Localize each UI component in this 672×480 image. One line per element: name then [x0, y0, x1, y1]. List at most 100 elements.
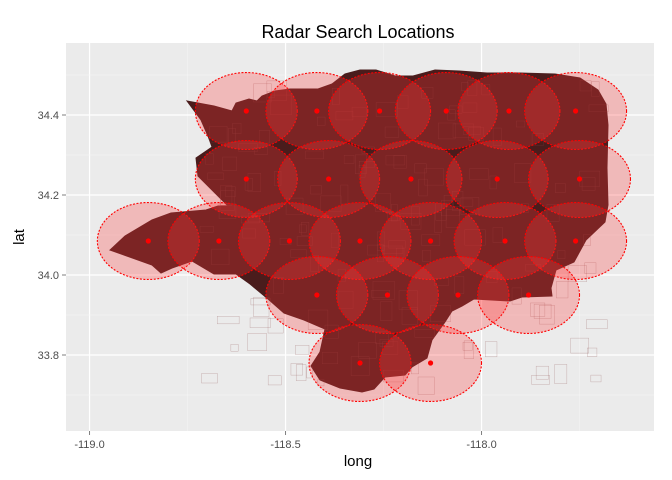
region-tract [421, 87, 434, 99]
region-tract [359, 161, 375, 168]
y-tick-label: 34.2 [38, 190, 59, 202]
region-tract [530, 302, 546, 317]
region-tract [586, 319, 608, 330]
search-point [455, 292, 461, 298]
region-tract [301, 222, 310, 236]
region-tract [391, 204, 398, 222]
region-tract [254, 146, 268, 155]
region-tract [350, 356, 370, 376]
region-tract [317, 379, 325, 387]
region-tract [324, 324, 339, 339]
region-tract [305, 150, 324, 160]
region-tract [452, 123, 474, 138]
region-tract [296, 236, 313, 246]
region-tract [557, 250, 566, 260]
search-point [573, 108, 579, 114]
region-tract [335, 111, 354, 121]
region-tract [267, 375, 282, 386]
search-point [443, 108, 449, 114]
region-tract [340, 184, 349, 205]
region-tract [267, 91, 275, 98]
y-axis-label: lat [11, 228, 28, 245]
x-tick-label: -118.0 [466, 439, 496, 451]
region-tract [230, 344, 239, 352]
search-point [357, 360, 363, 366]
search-point [216, 238, 222, 244]
region-tract [554, 364, 568, 384]
region-tract [434, 212, 442, 233]
region-tract [242, 228, 256, 239]
search-point [314, 292, 320, 298]
search-point [243, 176, 249, 182]
search-point [576, 176, 583, 182]
region-tract [445, 209, 460, 228]
region-tract [310, 185, 322, 195]
search-point [408, 176, 414, 182]
region-tract [358, 342, 377, 359]
region-tract [222, 156, 237, 171]
y-tick-label: 34.4 [38, 110, 59, 122]
region-tract [587, 347, 598, 357]
region-tract [520, 203, 529, 213]
region-tract [422, 249, 431, 262]
region-tract [590, 374, 602, 383]
region-tract [393, 154, 407, 169]
region-tract [400, 213, 422, 230]
search-point [326, 176, 332, 182]
region-tract [453, 198, 474, 207]
search-point [573, 238, 579, 244]
x-tick-label: -118.5 [270, 439, 300, 451]
search-point [384, 292, 391, 298]
region-tract [556, 281, 569, 299]
region-tract [351, 106, 367, 117]
region-tract [463, 340, 475, 359]
region-tract [583, 234, 591, 246]
region-tract [337, 290, 354, 309]
region-tract [397, 95, 409, 109]
region-tract [290, 363, 303, 376]
y-axis-ticks: 33.8 34.0 34.2 34.4 [38, 110, 66, 362]
region-tract [249, 317, 271, 328]
region-tract [253, 296, 270, 317]
region-tract [525, 264, 541, 272]
chart-title: Radar Search Locations [261, 22, 454, 42]
region-tract [266, 80, 287, 102]
region-tract [434, 278, 449, 286]
region-tract [343, 154, 355, 164]
region-tract [382, 245, 404, 254]
region-tract [485, 341, 498, 358]
region-tract [398, 290, 418, 310]
region-tract [579, 80, 592, 92]
region-tract [581, 177, 596, 191]
region-tract [358, 164, 366, 178]
region-tract [468, 127, 484, 141]
region-tract [421, 234, 441, 246]
region-tract [418, 178, 428, 197]
region-tract [220, 185, 233, 206]
region-tract [307, 309, 329, 330]
search-point [506, 108, 512, 114]
region-tract [429, 305, 451, 322]
region-tract [372, 280, 395, 300]
region-tract [591, 81, 600, 97]
region-tract [440, 200, 460, 216]
region-tract [259, 130, 270, 144]
region-tract [438, 122, 456, 140]
region-tract [555, 183, 566, 193]
region-tract [337, 268, 346, 282]
region-tract [316, 116, 326, 126]
region-tract [330, 232, 339, 248]
region-tract [209, 126, 228, 143]
search-point [502, 238, 508, 244]
region-tract [388, 240, 406, 249]
region-tract [411, 206, 420, 226]
y-tick-label: 33.8 [38, 350, 59, 362]
region-tract [199, 225, 214, 233]
region-tract [492, 127, 502, 146]
region-tract [290, 249, 307, 258]
region-tract [414, 163, 427, 174]
region-tract [295, 345, 310, 355]
region-tract [384, 126, 400, 138]
region-tract [463, 126, 481, 135]
region-tract [232, 122, 242, 134]
